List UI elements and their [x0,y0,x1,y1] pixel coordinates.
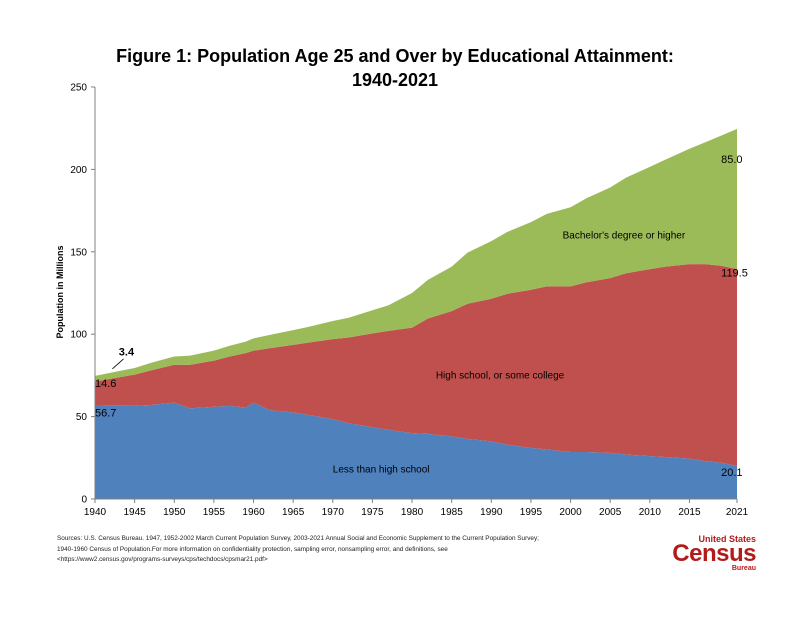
area-series-bachelor-s-degree-or-higher [95,128,737,382]
area-series-less-than-high-school [95,402,737,499]
chart-title-line-1: Figure 1: Population Age 25 and Over by … [116,46,674,66]
axes: 0 50 100 150 200 250 1940 1945 1950 1955 1960 1965 1… [70,83,748,519]
x-tick-label: 1980 [401,507,424,518]
series-label: High school, or some college [436,371,565,382]
chart-title-line-2: 1940-2021 [351,70,439,90]
x-tick-label: 2000 [559,507,582,518]
x-tick-label: 1990 [480,507,503,518]
x-tick-label: 1965 [282,507,305,518]
y-tick-label: 0 [81,495,87,506]
area-chart: 0 50 100 150 200 250 1940 1945 1950 1955 1960 1965 1… [55,83,749,519]
x-tick-label: 1975 [361,507,384,518]
series-label: Bachelor's degree or higher [563,231,686,242]
data-label: 14.6 [95,378,116,390]
data-label-leader-line [112,358,124,370]
y-tick-label: 50 [76,412,88,423]
data-label: 3.4 [119,347,135,359]
data-label: 56.7 [95,408,116,420]
x-tick-label: 1960 [242,507,265,518]
series-label: Less than high school [333,465,430,476]
sources-line-1: Sources: U.S. Census Bureau. 1947, 1952-… [57,535,539,542]
x-tick-label: 2005 [599,507,622,518]
logo-united-states: United States [698,534,756,544]
x-tick-label: 1970 [322,507,345,518]
logo-bureau: Bureau [731,565,756,572]
area-series-high-school-or-some-college [95,264,737,466]
area-layers [95,128,737,499]
chart-title: Figure 1: Population Age 25 and Over by … [90,44,700,92]
x-tick-label: 1940 [84,507,107,518]
y-tick-label: 100 [70,330,87,341]
y-tick-label: 200 [70,165,87,176]
y-tick-label: 150 [70,247,87,258]
x-tick-label: 2010 [639,507,662,518]
sources-line-3: <https://www2.census.gov/programs-survey… [57,556,268,563]
x-tick-label: 1995 [520,507,543,518]
x-tick-label: 1985 [441,507,464,518]
data-label: 85.0 [721,154,742,166]
sources-line-2: 1940-1960 Census of Population.For more … [57,545,448,553]
x-tick-label: 1955 [203,507,226,518]
census-bureau-logo: United States Census Bureau [672,534,756,574]
annotations: 56.7 14.6 3.4 20.1 119.5 85.0 Less than high s… [95,154,748,479]
y-axis-label: Population in Millions [55,246,65,339]
x-tick-label: 1945 [124,507,147,518]
y-tick-label: 250 [70,83,87,94]
data-label: 119.5 [721,268,748,280]
x-tick-label: 2021 [726,507,749,518]
x-tick-label: 1950 [163,507,186,518]
data-label: 20.1 [721,467,742,479]
sources-note: Sources: U.S. Census Bureau. 1947, 1952-… [57,534,657,566]
x-tick-label: 2015 [678,507,701,518]
logo-census: Census [672,540,756,567]
